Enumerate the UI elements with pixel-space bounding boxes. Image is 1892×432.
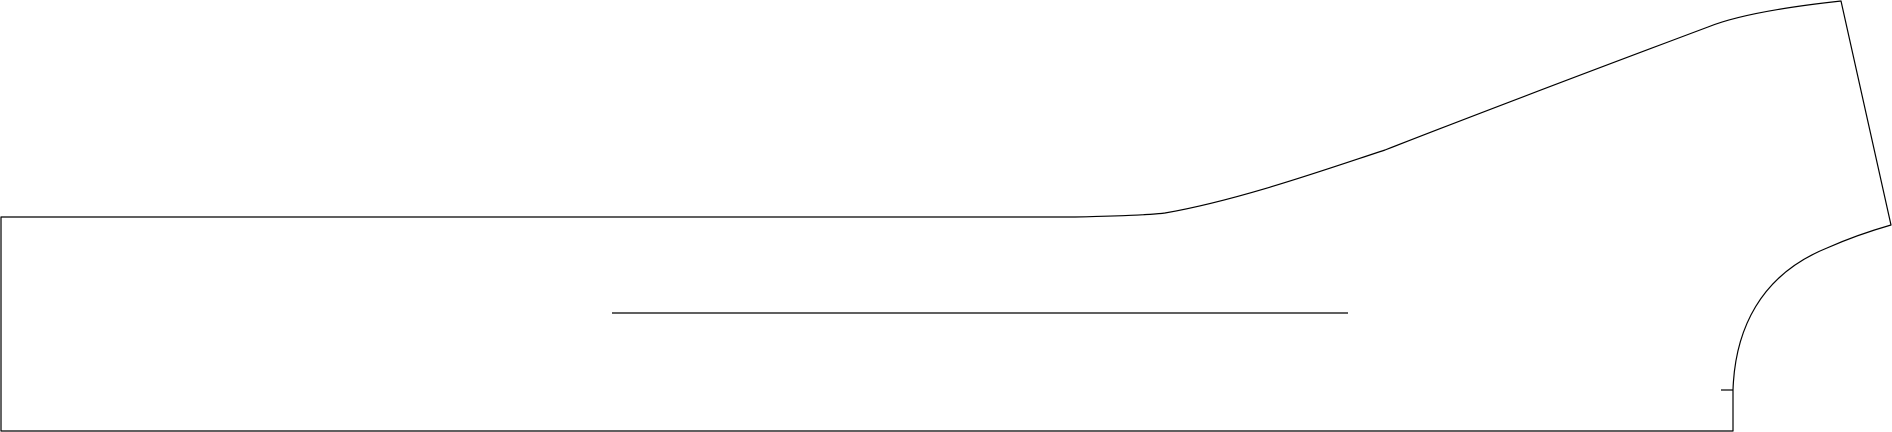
pattern-piece-outline: [0, 0, 1892, 432]
drawing-background: [0, 0, 1892, 432]
drawing-canvas: [0, 0, 1892, 432]
pattern-drawing: [0, 0, 1892, 432]
